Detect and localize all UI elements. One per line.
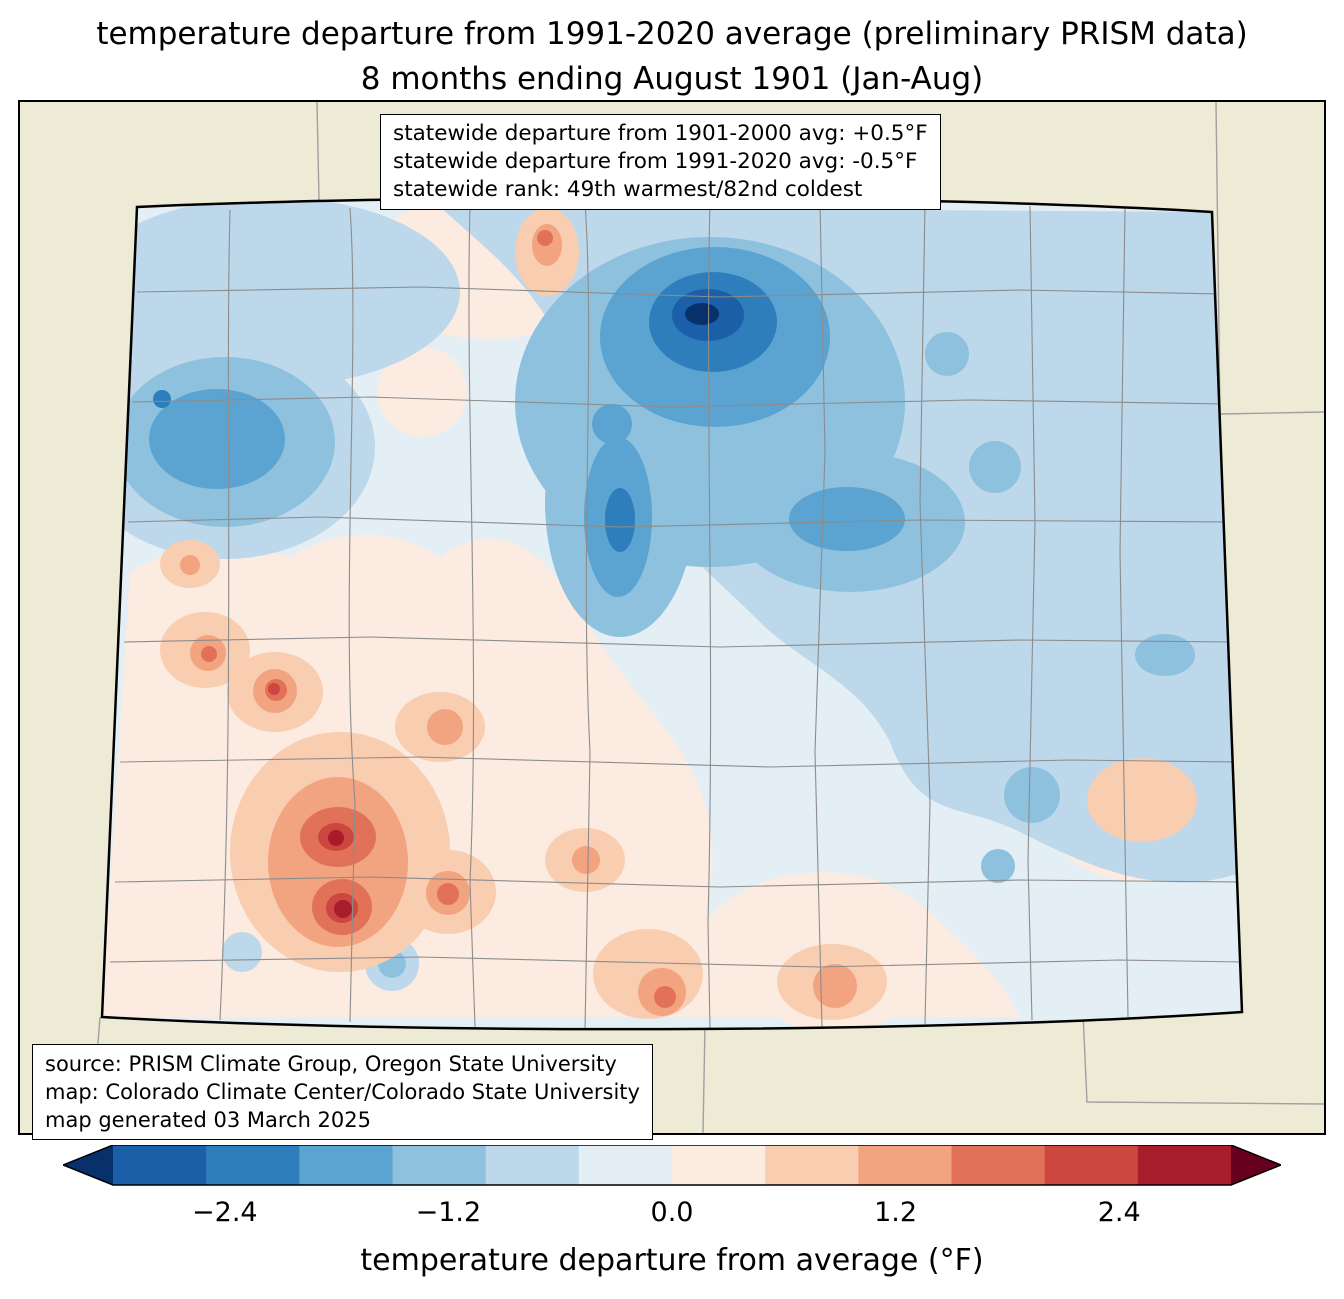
title-line-1: temperature departure from 1991-2020 ave… (96, 16, 1248, 52)
stats-line-1: statewide departure from 1901-2000 avg: … (393, 121, 928, 146)
svg-text:1.2: 1.2 (874, 1197, 917, 1228)
title-line-2: 8 months ending August 1901 (Jan-Aug) (360, 61, 984, 97)
source-line-2: map: Colorado Climate Center/Colorado St… (45, 1080, 640, 1104)
colorbar-scale: −2.4 −1.2 0.0 1.2 2.4 (63, 1145, 1281, 1228)
stats-line-2: statewide departure from 1991-2020 avg: … (393, 149, 918, 174)
source-line-3: map generated 03 March 2025 (45, 1108, 372, 1132)
source-line-1: source: PRISM Climate Group, Oregon Stat… (45, 1052, 617, 1076)
svg-text:−2.4: −2.4 (192, 1197, 258, 1228)
colorado-map (90, 102, 1324, 1133)
source-attribution-box: source: PRISM Climate Group, Oregon Stat… (32, 1044, 653, 1140)
map-area: statewide departure from 1901-2000 avg: … (18, 100, 1326, 1140)
stats-line-3: statewide rank: 49th warmest/82nd coldes… (393, 177, 863, 202)
warm-hotspots (160, 208, 1197, 1020)
svg-text:2.4: 2.4 (1098, 1197, 1141, 1228)
statewide-stats-box: statewide departure from 1901-2000 avg: … (380, 114, 941, 210)
svg-text:0.0: 0.0 (651, 1197, 694, 1228)
county-lines (109, 199, 1242, 1030)
figure-title: temperature departure from 1991-2020 ave… (0, 12, 1344, 102)
colorbar: −2.4 −1.2 0.0 1.2 2.4 (63, 1145, 1281, 1233)
cool-regions (102, 197, 1242, 991)
svg-text:−1.2: −1.2 (416, 1197, 482, 1228)
colorbar-axis-label: temperature departure from average (°F) (360, 1243, 984, 1278)
